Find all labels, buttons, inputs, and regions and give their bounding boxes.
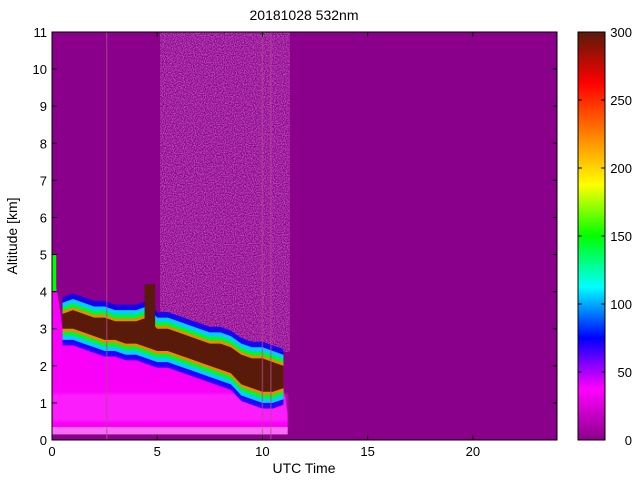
y-tick-label: 5 — [40, 248, 47, 263]
y-tick-label: 9 — [40, 99, 47, 114]
colorbar — [577, 31, 606, 441]
early-plume — [52, 254, 57, 292]
plot-area — [52, 32, 557, 440]
plot-frame — [51, 31, 558, 441]
chart-title: 20181028 532nm — [250, 7, 359, 23]
colorbar-tick-label: 0 — [625, 433, 632, 448]
y-tick-label: 11 — [34, 25, 48, 40]
y-axis-label: Altitude [km] — [4, 197, 20, 274]
colorbar-tick-label: 200 — [610, 161, 632, 176]
vertical-streaks — [105, 32, 272, 440]
colorbar-tick-label: 100 — [610, 297, 632, 312]
colorbar-ticks: 0 50 100 150 200 250 300 — [578, 25, 632, 448]
x-tick-label: 5 — [154, 444, 161, 459]
elevated-plume — [144, 284, 156, 329]
y-tick-label: 2 — [40, 359, 47, 374]
y-axis-ticks: 0 1 2 3 4 5 6 7 8 9 10 11 — [33, 25, 557, 448]
noise-region — [160, 32, 290, 352]
aerosol-layer — [52, 254, 284, 409]
y-tick-label: 4 — [40, 285, 47, 300]
x-axis-label: UTC Time — [273, 460, 336, 476]
x-tick-label: 0 — [48, 444, 55, 459]
aerosol-core — [62, 310, 284, 392]
y-tick-label: 10 — [33, 62, 47, 77]
surface-band — [52, 427, 288, 435]
y-tick-label: 1 — [40, 396, 47, 411]
x-tick-label: 15 — [360, 444, 374, 459]
y-tick-label: 8 — [40, 136, 47, 151]
colorbar-tick-label: 150 — [610, 229, 632, 244]
y-tick-label: 0 — [40, 433, 47, 448]
colorbar-tick-label: 300 — [610, 25, 632, 40]
colorbar-tick-label: 250 — [610, 93, 632, 108]
x-axis-ticks: 0 5 10 15 20 — [48, 32, 480, 459]
y-tick-label: 3 — [40, 322, 47, 337]
colorbar-tick-label: 50 — [618, 365, 632, 380]
x-tick-label: 10 — [255, 444, 269, 459]
x-tick-label: 20 — [466, 444, 480, 459]
y-tick-label: 7 — [40, 173, 47, 188]
y-tick-label: 6 — [40, 210, 47, 225]
